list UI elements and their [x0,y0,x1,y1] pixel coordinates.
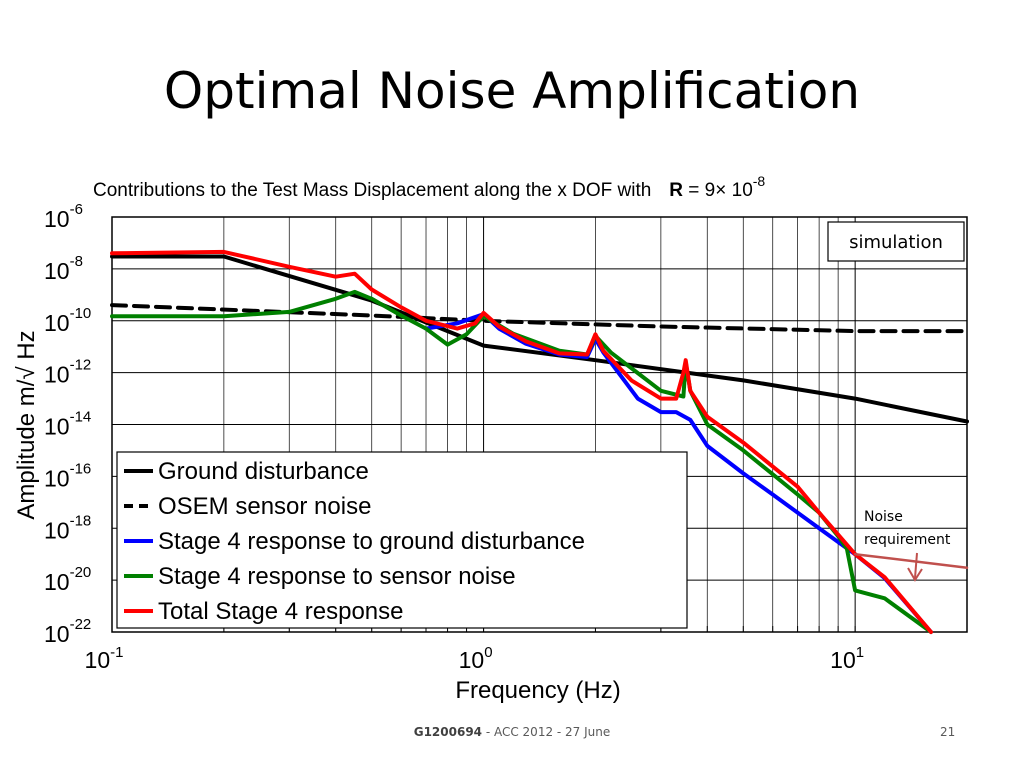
series-line-total-stage-4-response [110,249,933,634]
series-line-ground-disturbance [110,254,969,424]
y-axis-label: Amplitude m/√ Hz [13,330,40,519]
y-tick-label: 10-22 [44,616,91,647]
legend-label: OSEM sensor noise [158,493,371,520]
x-tick-base: 10 [459,647,485,673]
legend-box [116,451,688,629]
y-tick-label: 10-18 [44,512,91,543]
y-tick-base: 10 [44,362,70,388]
y-tick-base: 10 [44,206,70,232]
y-tick-exponent: -14 [70,409,92,426]
x-tick-label: 101 [830,644,864,673]
y-tick-base: 10 [44,569,70,595]
footer-text: - ACC 2012 - 27 June [482,725,611,739]
chart-title-exponent: -8 [753,173,766,189]
simulation-label: simulation [849,232,943,253]
x-axis-label: Frequency (Hz) [455,677,620,704]
y-tick-exponent: -10 [70,305,92,322]
x-tick-exponent: 0 [484,644,492,661]
tick-labels: 10-1 100 10110-610-810-1010-1210-1410-1610… [44,201,864,673]
y-tick-exponent: -6 [70,201,83,218]
y-tick-exponent: -16 [70,460,92,477]
page-number: 21 [940,725,956,739]
y-tick-base: 10 [44,310,70,336]
y-tick-label: 10-12 [44,357,91,388]
y-tick-label: 10-8 [44,253,83,284]
footer-document-id: G1200694 [413,725,483,739]
x-tick-label: 10-1 [85,644,124,673]
y-tick-label: 10-16 [44,460,91,491]
x-tick-label: 100 [459,644,493,673]
x-tick-exponent: -1 [110,644,123,661]
chart-title: Contributions to the Test Mass Displacem… [93,173,765,201]
noise-requirement-line [853,552,969,569]
simulation-box [827,221,965,262]
y-tick-exponent: -12 [70,357,92,374]
legend-label: Stage 4 response to ground disturbance [158,528,585,555]
legend-label: Stage 4 response to sensor noise [158,563,516,590]
plot-frame [111,216,968,633]
y-tick-label: 10-20 [44,564,91,595]
y-tick-exponent: -20 [70,564,92,581]
y-tick-base: 10 [44,414,70,440]
series-line-osem-sensor-noise [110,303,969,334]
y-tick-label: 10-14 [44,409,91,440]
x-tick-base: 10 [85,647,111,673]
y-tick-base: 10 [44,258,70,284]
y-tick-exponent: -8 [70,253,83,270]
legend-label: Total Stage 4 response [158,598,404,625]
chart-title-value: = 9× 10 [683,180,753,201]
y-tick-base: 10 [44,517,70,543]
slide-title: Optimal Noise Amplification [163,62,861,120]
noise-requirement-arrow [914,552,918,579]
noise-requirement-arrowhead [907,567,923,582]
legend: Ground disturbance OSEM sensor noise Stage… [116,451,688,629]
y-tick-base: 10 [44,465,70,491]
noise-requirement-label-line1: Noise [864,509,903,525]
noise-requirement-label-line2: requirement [864,532,951,548]
y-tick-label: 10-6 [44,201,83,232]
footer: G1200694 - ACC 2012 - 27 June [0,725,1024,739]
chart-title-prefix: Contributions to the Test Mass Displacem… [93,180,651,201]
y-tick-base: 10 [44,621,70,647]
y-tick-exponent: -18 [70,512,92,529]
y-tick-exponent: -22 [70,616,92,633]
x-tick-base: 10 [830,647,856,673]
x-tick-exponent: 1 [856,644,864,661]
y-tick-label: 10-10 [44,305,91,336]
legend-label: Ground disturbance [158,458,369,485]
chart-title-symbol: R [669,180,683,201]
series-lines [110,249,969,634]
